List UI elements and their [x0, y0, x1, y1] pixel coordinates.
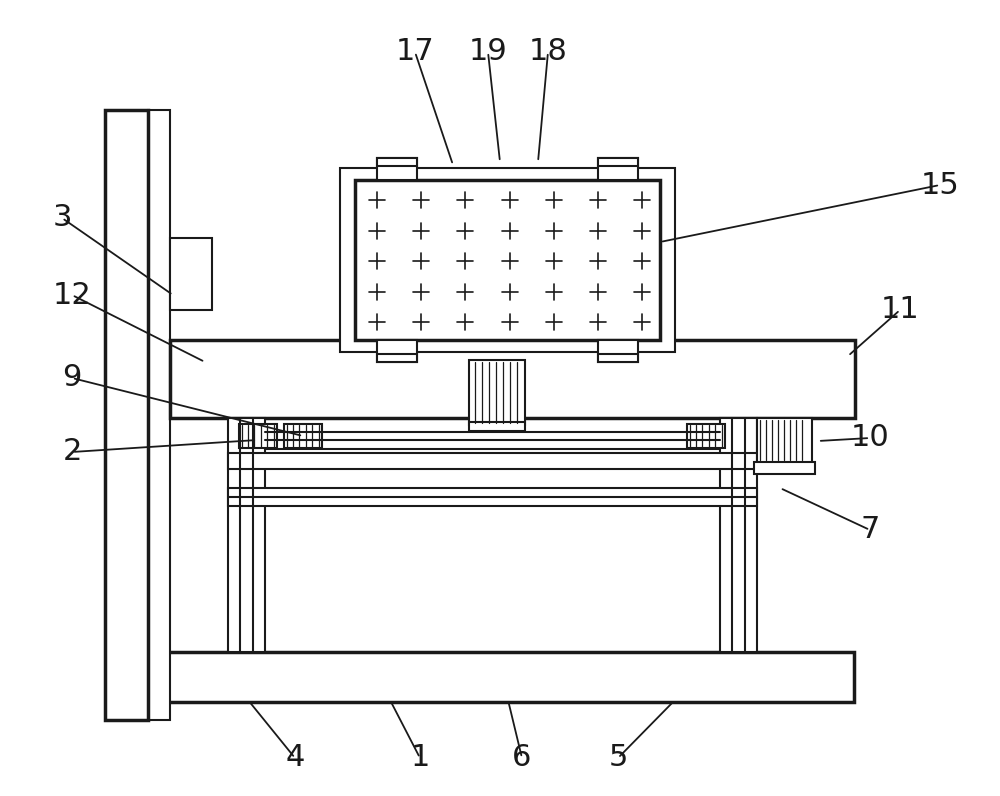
Bar: [239, 424, 277, 448]
Bar: [757, 418, 812, 464]
Text: 2: 2: [62, 438, 82, 466]
Bar: [340, 168, 675, 352]
Bar: [598, 158, 638, 166]
Text: 9: 9: [62, 364, 82, 392]
Bar: [687, 424, 725, 448]
Bar: [377, 158, 417, 180]
Text: 7: 7: [860, 516, 880, 544]
Text: 19: 19: [469, 37, 507, 67]
Text: 11: 11: [881, 295, 919, 325]
Text: 12: 12: [53, 280, 91, 310]
Bar: [284, 424, 322, 448]
Bar: [377, 158, 417, 166]
Bar: [469, 422, 525, 431]
Bar: [170, 238, 212, 310]
Bar: [228, 453, 757, 469]
Bar: [720, 418, 757, 652]
Bar: [598, 340, 638, 362]
Text: 5: 5: [608, 743, 628, 772]
Bar: [469, 360, 525, 425]
Text: 1: 1: [410, 743, 430, 772]
Bar: [377, 354, 417, 362]
Bar: [598, 158, 638, 180]
Text: 10: 10: [851, 423, 889, 452]
Text: 6: 6: [512, 743, 532, 772]
Bar: [377, 340, 417, 362]
Bar: [148, 110, 170, 720]
Bar: [105, 110, 148, 720]
Bar: [170, 340, 855, 418]
Bar: [148, 652, 854, 702]
Text: 4: 4: [285, 743, 305, 772]
Text: 18: 18: [529, 37, 567, 67]
Text: 17: 17: [396, 37, 434, 67]
Text: 15: 15: [921, 170, 959, 200]
Text: 3: 3: [52, 204, 72, 232]
Bar: [754, 462, 815, 474]
Bar: [228, 488, 757, 506]
Bar: [598, 354, 638, 362]
Bar: [228, 418, 265, 652]
Bar: [355, 180, 660, 340]
